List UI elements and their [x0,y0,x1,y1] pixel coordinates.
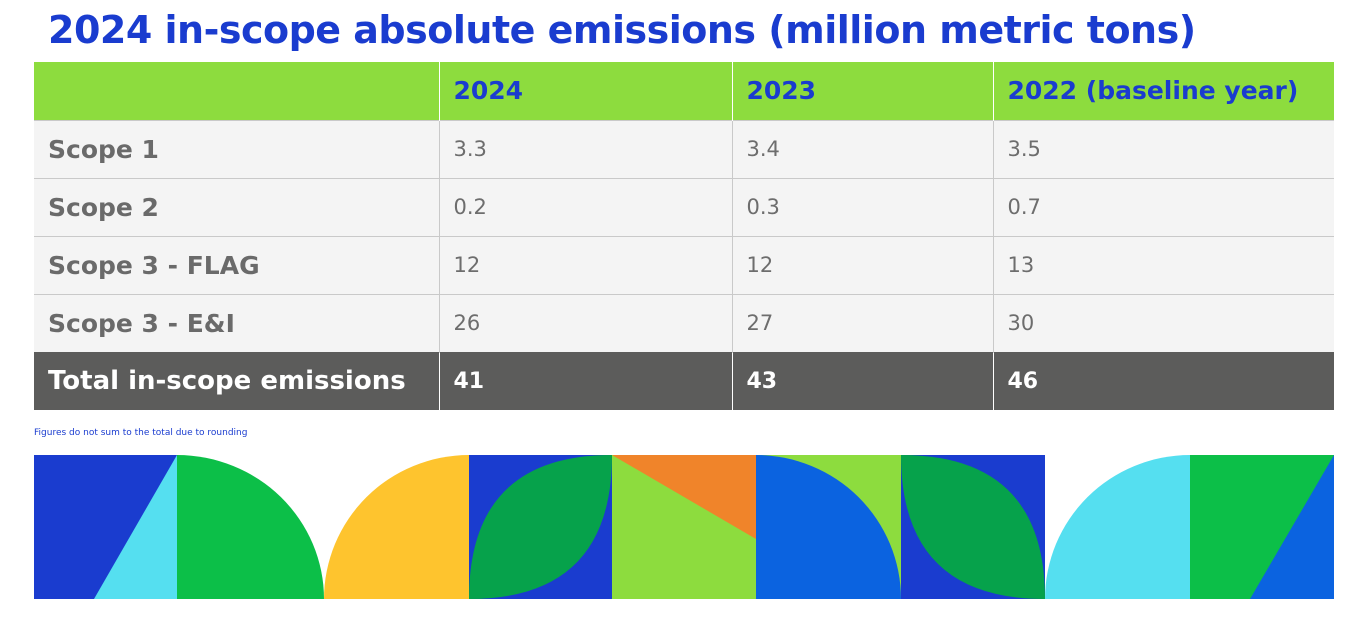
total-row: Total in-scope emissions 41 43 46 [34,351,1334,410]
header-row: 2024 2023 2022 (baseline year) [34,62,1334,120]
cell-value: 3.4 [731,119,993,178]
header-cell-2024: 2024 [438,62,732,120]
table-row: Scope 1 3.3 3.4 3.5 [34,119,1334,178]
decorative-shapes-banner [34,455,1334,599]
table-row: Scope 3 - FLAG 12 12 13 [34,235,1334,294]
cell-value: 12 [731,235,993,294]
cell-value: 26 [438,293,732,352]
cell-value: 3.3 [438,119,732,178]
table-row: Scope 3 - E&I 26 27 30 [34,293,1334,352]
header-cell-2023: 2023 [731,62,993,120]
row-label: Scope 1 [34,119,439,178]
emissions-table: 2024 2023 2022 (baseline year) Scope 1 3… [34,62,1334,410]
table-row: Scope 2 0.2 0.3 0.7 [34,177,1334,236]
row-label: Scope 3 - FLAG [34,235,439,294]
total-value: 41 [438,351,732,410]
cell-value: 3.5 [992,119,1334,178]
cell-value: 12 [438,235,732,294]
cell-value: 0.7 [992,177,1334,236]
total-value: 46 [992,351,1334,410]
cell-value: 0.3 [731,177,993,236]
cell-value: 27 [731,293,993,352]
footnote: Figures do not sum to the total due to r… [34,428,248,438]
cell-value: 30 [992,293,1334,352]
row-label: Scope 3 - E&I [34,293,439,352]
page-title: 2024 in-scope absolute emissions (millio… [48,8,1196,52]
total-label: Total in-scope emissions [34,351,439,410]
cell-value: 13 [992,235,1334,294]
cell-value: 0.2 [438,177,732,236]
header-cell-empty [34,62,439,120]
header-cell-2022: 2022 (baseline year) [992,62,1334,120]
row-label: Scope 2 [34,177,439,236]
total-value: 43 [731,351,993,410]
